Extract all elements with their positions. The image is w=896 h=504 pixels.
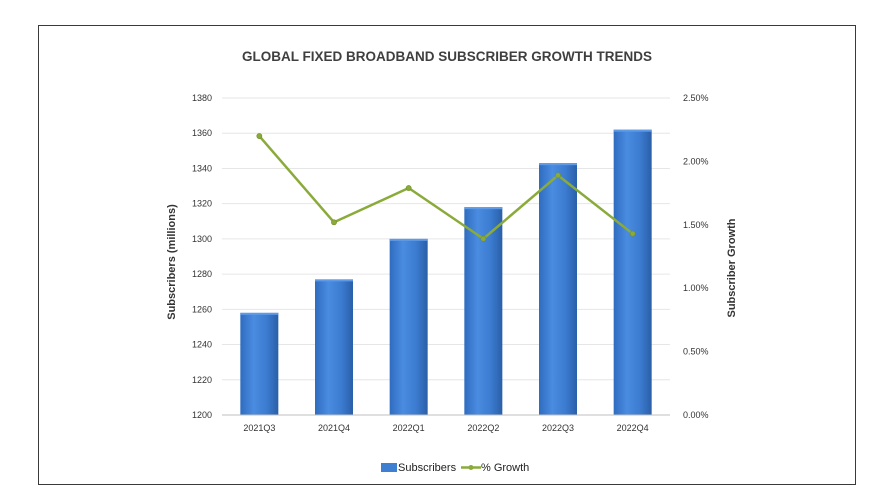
y-tick-label: 1200 (192, 410, 212, 420)
y2-axis-title: Subscriber Growth (726, 218, 738, 317)
y2-tick-label: 0.00% (683, 410, 709, 420)
y2-tick-label: 1.00% (683, 283, 709, 293)
y-tick-label: 1380 (192, 93, 212, 103)
bar (613, 129, 652, 415)
y2-tick-label: 1.50% (683, 220, 709, 230)
left-axis-ticks: 1200 1220 1240 1260 1280 1300 1320 1340 1360 1380 (192, 93, 212, 420)
bar-series (240, 129, 652, 415)
chart-title: GLOBAL FIXED BROADBAND SUBSCRIBER GROWTH… (242, 49, 652, 64)
y-tick-label: 1260 (192, 304, 212, 314)
x-tick-label: 2022Q2 (467, 423, 499, 433)
y-tick-label: 1300 (192, 234, 212, 244)
growth-point (405, 185, 412, 191)
y-tick-label: 1340 (192, 163, 212, 173)
bar-cap (389, 238, 428, 241)
y-tick-label: 1360 (192, 128, 212, 138)
legend-label-subscribers: Subscribers (398, 462, 457, 474)
legend-swatch-subscribers (381, 463, 397, 472)
x-tick-label: 2022Q4 (617, 423, 649, 433)
y2-tick-label: 2.50% (683, 93, 709, 103)
y-tick-label: 1220 (192, 375, 212, 385)
bar (464, 207, 503, 415)
growth-point (555, 172, 561, 179)
y-tick-label: 1240 (192, 340, 212, 350)
right-axis-ticks: 0.00% 0.50% 1.00% 1.50% 2.00% 2.50% (683, 93, 709, 420)
legend-swatch-growth-marker (468, 465, 474, 470)
legend-label-growth: % Growth (481, 462, 529, 474)
x-tick-label: 2022Q3 (542, 423, 574, 433)
y2-tick-label: 0.50% (683, 347, 709, 357)
bar-cap (539, 163, 577, 166)
y2-tick-label: 2.00% (683, 156, 709, 166)
y-axis-title: Subscribers (millions) (166, 204, 178, 320)
bar-cap (240, 312, 279, 315)
growth-point (480, 235, 487, 242)
y-tick-label: 1320 (192, 199, 212, 209)
x-tick-label: 2022Q1 (393, 423, 425, 433)
chart-frame (38, 25, 856, 485)
growth-point (256, 133, 263, 139)
bar-cap (464, 207, 503, 210)
x-tick-label: 2021Q4 (318, 423, 350, 433)
x-tick-label: 2021Q3 (243, 423, 275, 433)
growth-point (331, 219, 337, 226)
gridlines (222, 97, 670, 381)
line-series (256, 133, 636, 242)
x-axis-ticks: 2021Q3 2021Q4 2022Q1 2022Q2 2022Q3 2022Q4 (243, 423, 648, 433)
growth-point (629, 230, 636, 237)
legend: Subscribers % Growth (381, 462, 529, 474)
growth-line (258, 135, 634, 240)
y-tick-label: 1280 (192, 269, 212, 279)
bar-cap (315, 279, 353, 282)
bar-cap (613, 129, 652, 132)
bar (539, 163, 577, 415)
bar (315, 279, 353, 415)
bar (240, 312, 279, 415)
bar (389, 238, 428, 415)
